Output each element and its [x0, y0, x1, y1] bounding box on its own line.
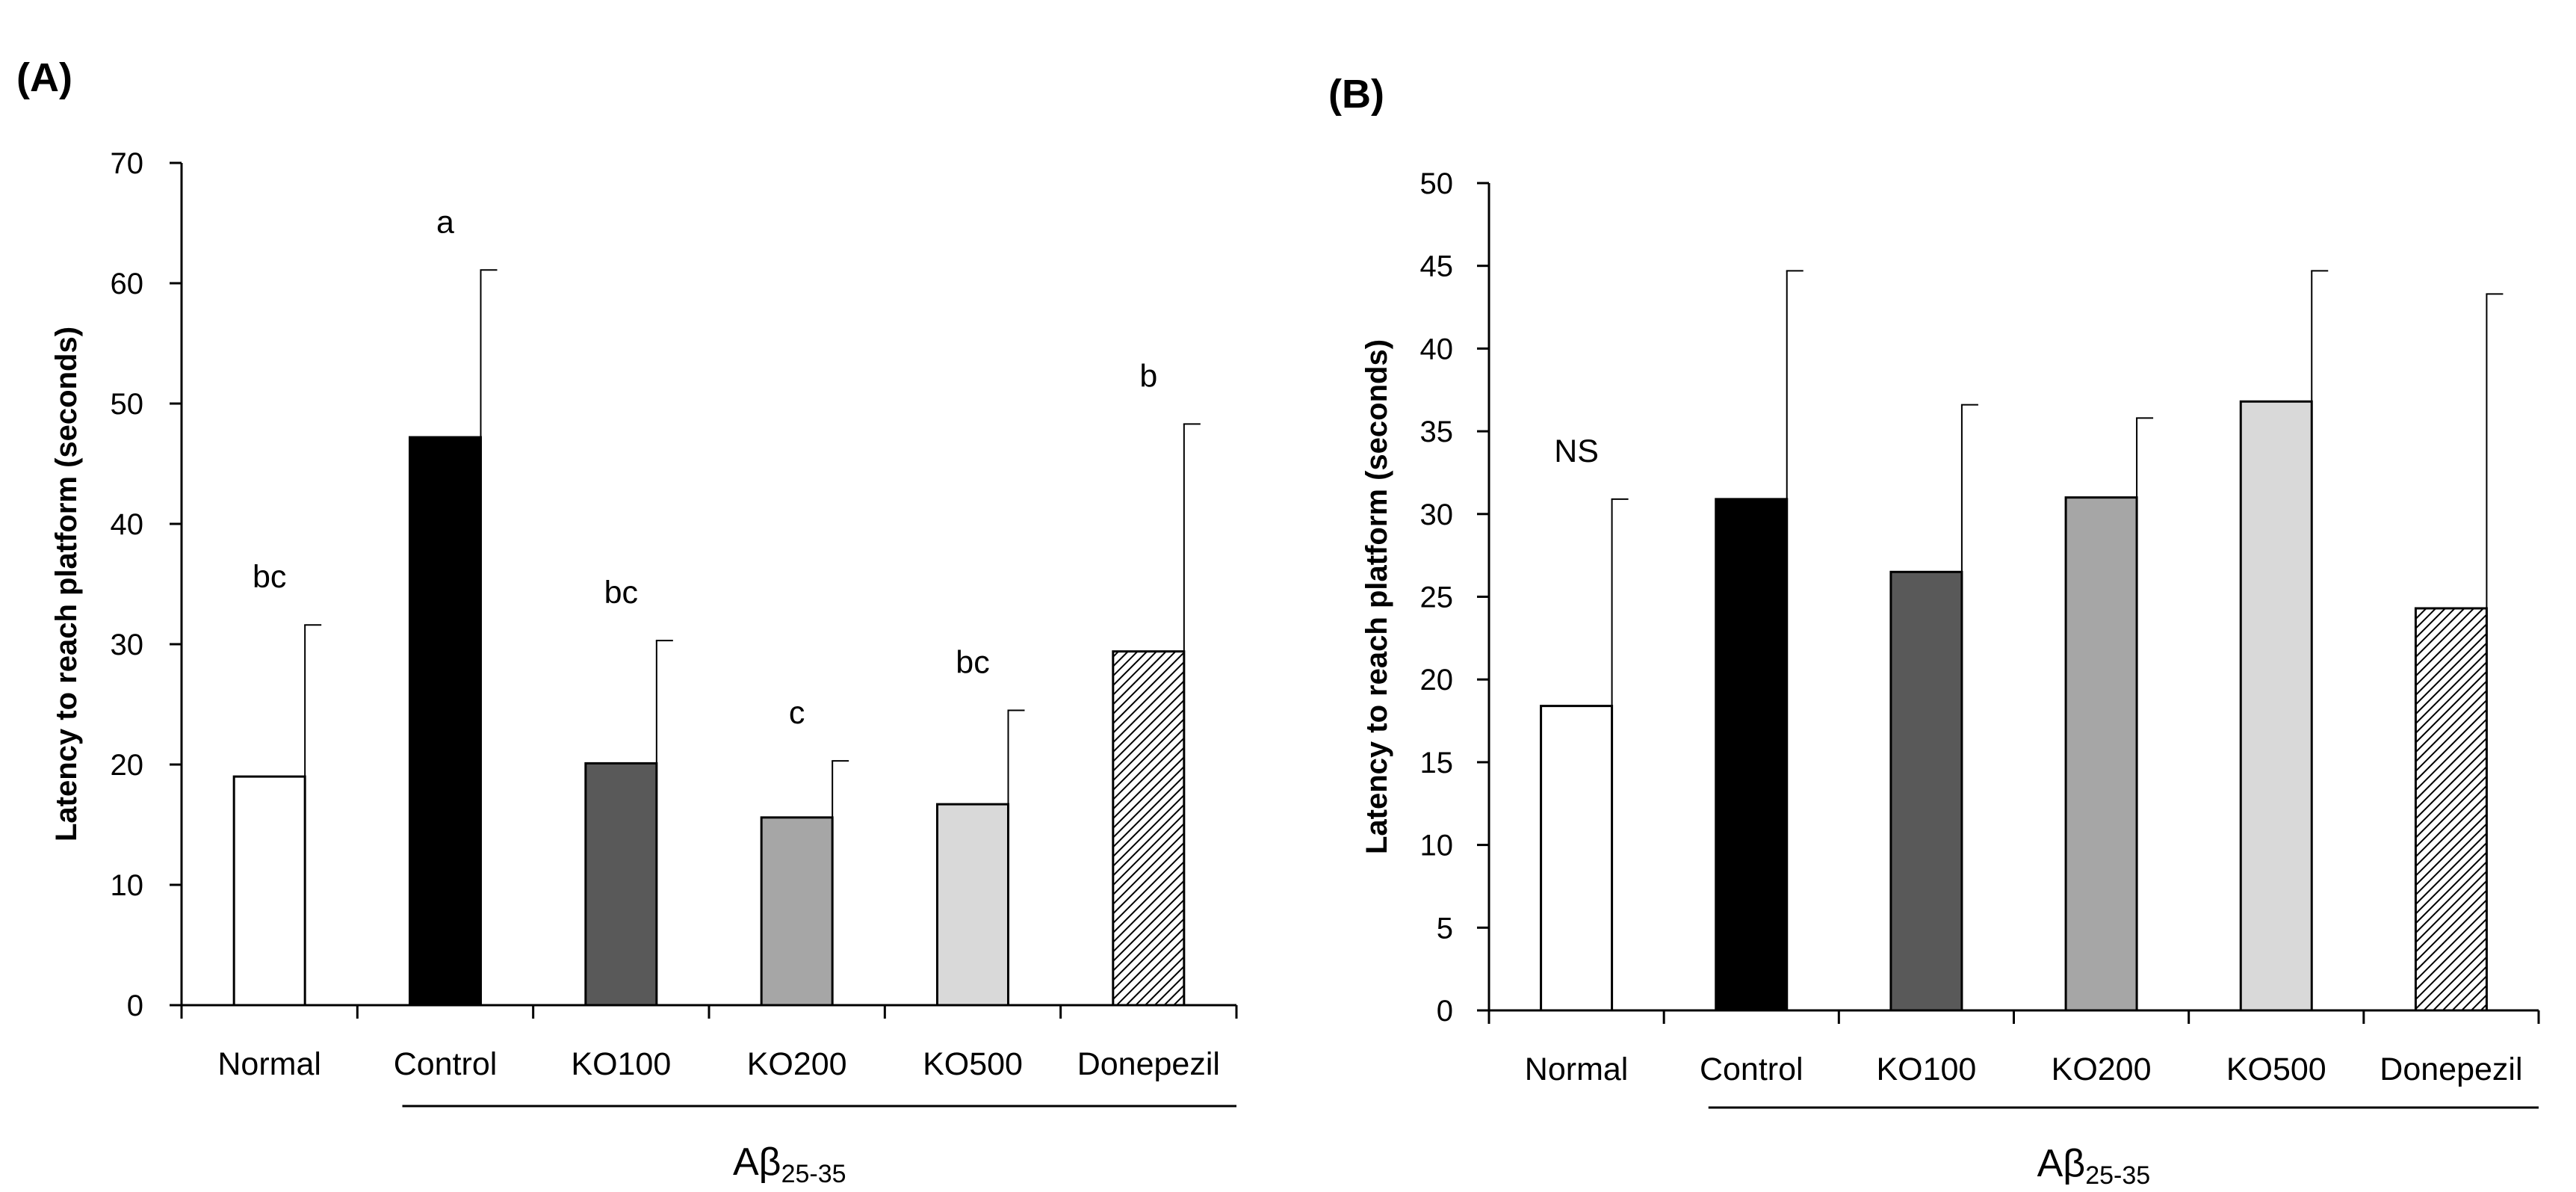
bar-ko500 [2239, 400, 2313, 1012]
bar-ko500 [936, 803, 1009, 1007]
y-tick-label: 10 [111, 869, 144, 902]
y-tick-label: 0 [1437, 995, 1453, 1028]
group-label-main: Aβ [2037, 1142, 2086, 1185]
x-tick-label: KO500 [923, 1046, 1023, 1082]
significance-label: bc [604, 575, 638, 611]
y-tick-label: 20 [1420, 664, 1454, 697]
significance-label: bc [253, 559, 286, 595]
y-tick-label: 30 [1420, 498, 1454, 531]
y-tick-label: 50 [1420, 167, 1454, 200]
group-label-subscript: 25-35 [781, 1160, 846, 1188]
significance-label: bc [956, 645, 989, 681]
panel-b: (B) 0 5 10 15 20 25 30 35 40 45 50 Latency to reach … [1328, 72, 2540, 1190]
x-tick-label: KO100 [1876, 1052, 1976, 1087]
x-tick-label: Control [1700, 1052, 1803, 1087]
x-tick-label: Control [394, 1046, 498, 1082]
panel-a: (A) 0 10 20 30 40 50 60 70 Latency to reach platf… [16, 55, 1238, 1188]
y-tick-label: 40 [1420, 333, 1454, 365]
x-tick-label: Donepezil [2380, 1052, 2522, 1087]
y-tick-label: 25 [1420, 581, 1454, 614]
y-tick-label: 70 [111, 147, 144, 180]
y-tick-label: 0 [127, 989, 143, 1022]
y-tick-label: 35 [1420, 416, 1454, 448]
bar-donepezil [2414, 607, 2488, 1012]
bar-normal [232, 775, 306, 1007]
significance-label: c [789, 695, 805, 731]
y-tick-label: 5 [1437, 912, 1453, 945]
y-tick-label: 20 [111, 749, 144, 782]
y-tick-label: 15 [1420, 747, 1454, 779]
group-label-subscript: 25-35 [2085, 1161, 2150, 1190]
bar-donepezil [1112, 650, 1186, 1007]
y-tick-label: 40 [111, 508, 144, 541]
significance-label: b [1139, 358, 1157, 394]
x-tick-label: KO200 [2052, 1052, 2152, 1087]
x-tick-label: Normal [217, 1046, 321, 1082]
group-label: Aβ25-35 [733, 1140, 846, 1188]
panel-label: (B) [1328, 72, 1384, 117]
y-tick-label: 50 [111, 388, 144, 421]
x-tick-label: KO200 [747, 1046, 847, 1082]
significance-label: NS [1554, 433, 1599, 469]
x-tick-label: Normal [1525, 1052, 1629, 1087]
x-tick-label: KO100 [571, 1046, 671, 1082]
group-label-main: Aβ [733, 1140, 781, 1184]
y-axis-label: Latency to reach platform (seconds) [1360, 339, 1393, 854]
x-tick-label: Donepezil [1077, 1046, 1220, 1082]
group-label: Aβ25-35 [2037, 1142, 2151, 1190]
x-tick-label: KO500 [2226, 1052, 2326, 1087]
bar-ko100 [1889, 570, 1963, 1012]
significance-label: a [436, 204, 454, 240]
bar-ko100 [584, 762, 658, 1007]
y-axis-label: Latency to reach platform (seconds) [50, 327, 83, 841]
bar-control [1715, 498, 1789, 1012]
y-tick-label: 10 [1420, 830, 1454, 862]
bar-ko200 [760, 816, 834, 1007]
bar-ko200 [2064, 496, 2138, 1012]
panel-label: (A) [16, 55, 72, 100]
bar-control [409, 436, 482, 1007]
bar-normal [1540, 705, 1614, 1012]
y-tick-label: 30 [111, 629, 144, 661]
y-tick-label: 45 [1420, 250, 1454, 283]
y-tick-label: 60 [111, 268, 144, 300]
